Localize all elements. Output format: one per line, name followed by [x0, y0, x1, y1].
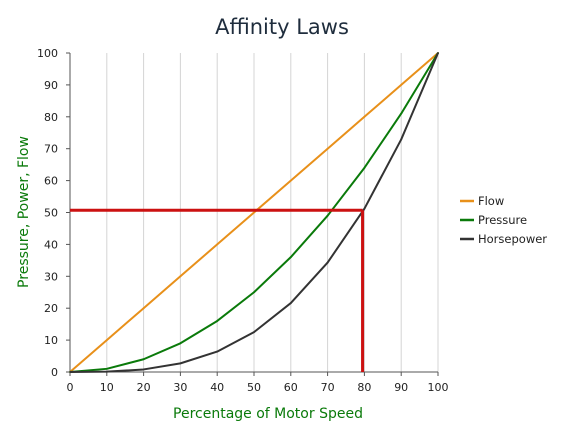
legend-label-pressure: Pressure [478, 213, 527, 227]
chart-title: Affinity Laws [215, 15, 349, 39]
point-pressure-30 [179, 342, 182, 345]
point-pressure-50 [253, 291, 255, 294]
x-tick-label-90: 90 [394, 381, 408, 394]
x-tick-label-50: 50 [247, 381, 261, 394]
tick-labels: 0 10 20 30 40 50 60 70 80 90 100 0 10 20 30 40 50 60 70 80 9… [37, 47, 449, 394]
point-horsepower-40 [216, 350, 219, 353]
point-horsepower-10 [105, 370, 108, 373]
point-flow-30 [179, 275, 182, 278]
x-tick-label-10: 10 [100, 381, 114, 394]
point-flow-90 [400, 84, 403, 86]
y-tick-label-70: 70 [44, 143, 58, 156]
point-horsepower-100 [437, 52, 439, 54]
point-pressure-10 [105, 367, 108, 370]
legend-label-horsepower: Horsepower [478, 232, 547, 246]
y-tick-label-100: 100 [37, 47, 58, 60]
legend: Flow Pressure Horsepower [460, 194, 547, 246]
point-horsepower-20 [142, 368, 145, 371]
point-pressure-80 [363, 166, 366, 169]
x-tick-label-20: 20 [137, 381, 151, 394]
x-tick-label-80: 80 [357, 381, 371, 394]
x-tick-label-70: 70 [321, 381, 335, 394]
point-horsepower-80 [363, 207, 366, 210]
x-tick-label-0: 0 [67, 381, 74, 394]
point-horsepower-90 [400, 138, 403, 141]
point-horsepower-50 [253, 331, 255, 334]
annotation-lines [70, 208, 365, 372]
point-horsepower-30 [179, 362, 182, 365]
point-flow-60 [289, 179, 292, 182]
point-flow-10 [105, 339, 108, 341]
y-tick-label-0: 0 [51, 366, 58, 379]
point-pressure-90 [400, 112, 403, 115]
point-pressure-70 [326, 214, 329, 217]
y-tick-label-60: 60 [44, 175, 58, 188]
y-tick-label-80: 80 [44, 111, 58, 124]
y-tick-label-50: 50 [44, 207, 58, 220]
point-horsepower-0 [69, 371, 71, 373]
point-pressure-40 [216, 320, 219, 322]
y-tick-label-90: 90 [44, 79, 58, 92]
point-flow-20 [142, 307, 145, 310]
y-axis-title: Pressure, Power, Flow [16, 136, 32, 288]
axes [66, 52, 439, 376]
y-tick-label-40: 40 [44, 238, 58, 251]
series-lines [69, 52, 439, 373]
gridlines [106, 53, 439, 372]
point-flow-40 [216, 243, 219, 246]
x-axis-title: Percentage of Motor Speed [173, 406, 363, 422]
x-tick-label-60: 60 [284, 381, 298, 394]
legend-label-flow: Flow [478, 194, 504, 208]
point-pressure-60 [289, 256, 292, 259]
point-horsepower-60 [289, 302, 292, 304]
point-flow-50 [253, 211, 255, 214]
y-tick-label-10: 10 [44, 334, 58, 347]
point-flow-80 [363, 115, 366, 118]
point-pressure-20 [142, 358, 145, 361]
y-tick-label-20: 20 [44, 302, 58, 315]
x-tick-label-100: 100 [428, 381, 449, 394]
x-tick-label-40: 40 [210, 381, 224, 394]
y-tick-label-30: 30 [44, 270, 58, 283]
point-horsepower-70 [326, 261, 329, 264]
point-flow-70 [326, 147, 329, 150]
x-tick-label-30: 30 [173, 381, 187, 394]
